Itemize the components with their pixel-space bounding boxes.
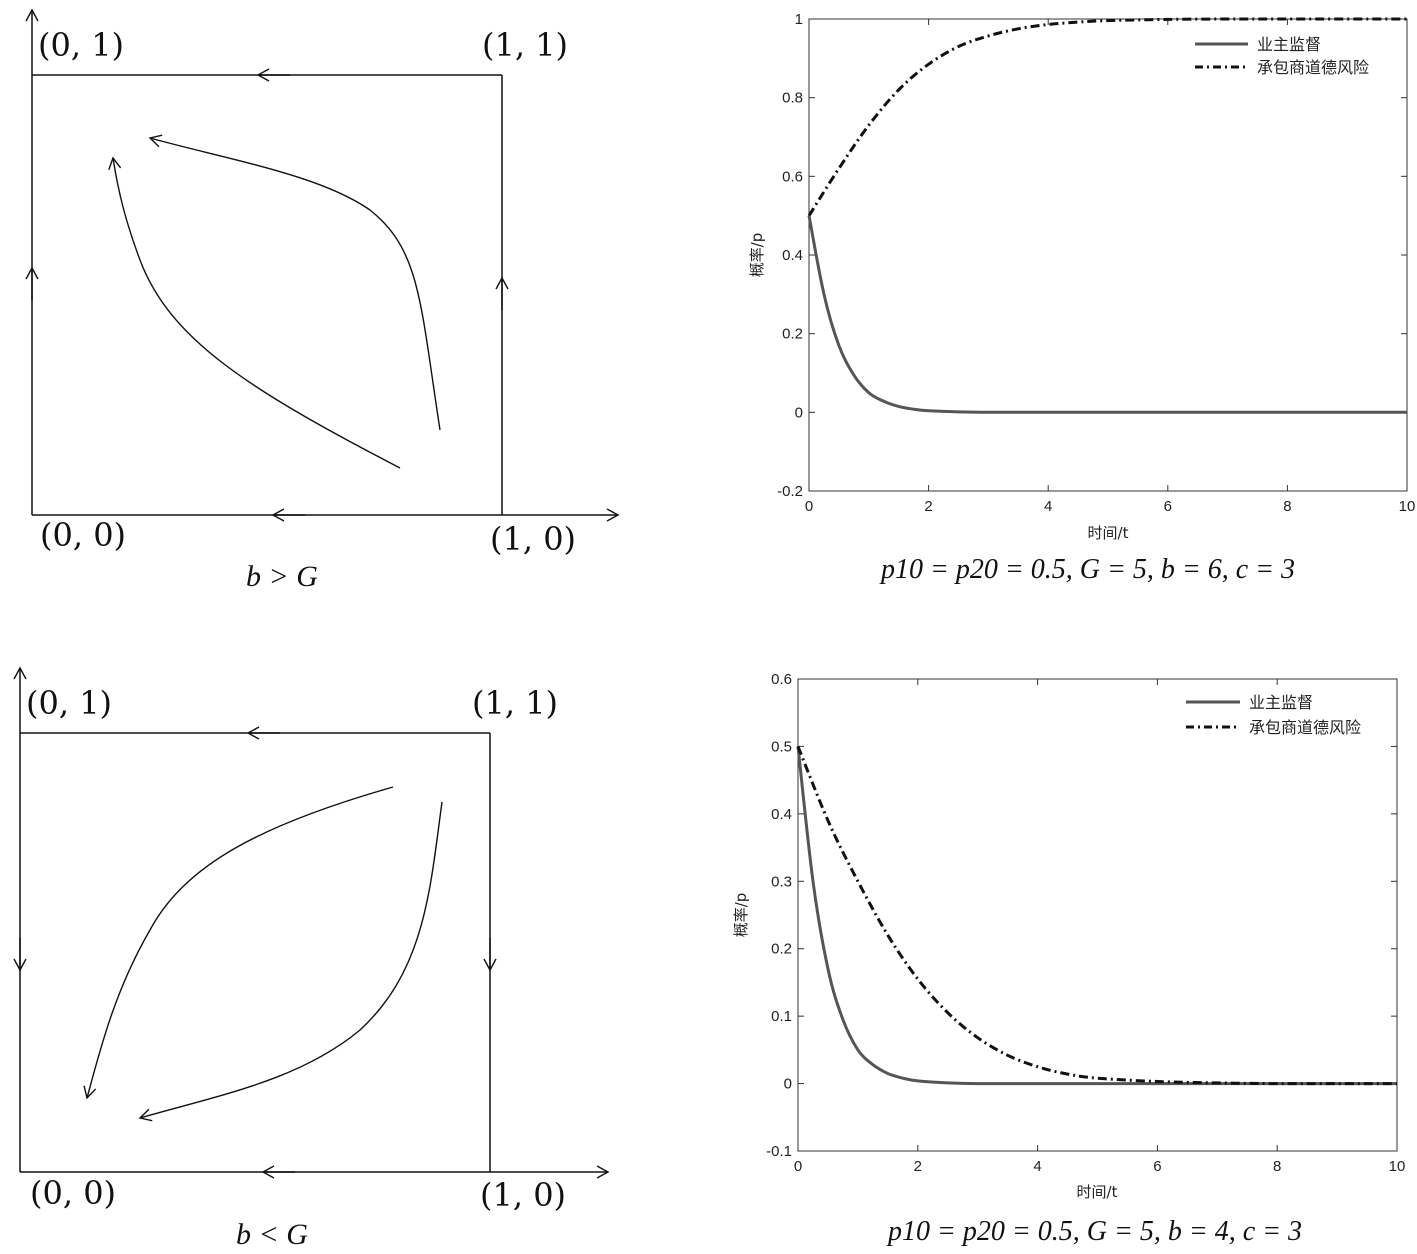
label-0-0: (0, 0) <box>40 516 126 554</box>
x-tick-label: 2 <box>914 1158 922 1175</box>
y-tick-label: 0.6 <box>771 671 792 688</box>
trajectory-curve-1 <box>83 786 394 1100</box>
x-tick-label: 6 <box>1164 498 1172 515</box>
phase-diagram-bottom: (0, 1) (1, 1) (0, 0) (1, 0) b < G <box>0 650 660 1251</box>
legend: 业主监督 承包商道德风险 <box>1186 693 1361 737</box>
parameter-caption: p10 = p20 = 0.5, G = 5, b = 6, c = 3 <box>879 554 1295 585</box>
phase-diagram-top-svg: (0, 1) (1, 1) (0, 0) (1, 0) b > G <box>25 8 620 593</box>
label-1-0: (1, 0) <box>480 1176 566 1214</box>
x-axis-label: 时间/t <box>1077 1183 1118 1201</box>
legend-label-1: 业主监督 <box>1257 35 1321 54</box>
x-tick-label: 2 <box>924 498 932 515</box>
y-tick-label: 0.8 <box>782 90 803 107</box>
x-tick-label: 8 <box>1283 498 1291 515</box>
x-axis-label: 时间/t <box>1088 524 1129 542</box>
label-0-1: (0, 1) <box>26 684 112 722</box>
series-line-1 <box>796 746 1397 1086</box>
x-tick-label: 0 <box>794 1158 802 1175</box>
y-axis-label: 概率/p <box>732 893 750 938</box>
trajectory-curve-2 <box>138 801 443 1122</box>
x-tick-label: 10 <box>1399 498 1416 515</box>
legend-label-2: 承包商道德风险 <box>1257 58 1369 77</box>
line-chart-bottom-svg: 0 2 4 6 8 10-0.100.10.20.30.40.50.6 业主监督 承包商道… <box>732 671 1406 1247</box>
y-tick-label: 0.2 <box>782 326 803 343</box>
series-line-2 <box>796 745 1398 1086</box>
y-tick-label: 0.3 <box>771 873 792 890</box>
line-chart-top: 0 2 4 6 8 10 -0.2 0 0.2 0.4 0.6 0.8 1 业主监督 承包商道德风险 时… <box>700 0 1417 600</box>
y-tick-label: 0.6 <box>782 168 803 185</box>
y-tick-label: 0.2 <box>771 941 792 958</box>
series-line-1 <box>807 215 1407 414</box>
phase-caption: b > G <box>246 560 318 593</box>
phase-diagram-bottom-svg: (0, 1) (1, 1) (0, 0) (1, 0) b < G <box>13 666 610 1251</box>
x-tick-label: 4 <box>1044 498 1052 515</box>
y-tick-label: 0.4 <box>771 806 792 823</box>
y-tick-label: 0.4 <box>782 247 803 264</box>
line-chart-top-svg: 0 2 4 6 8 10-0.200.20.40.60.81 业主监督 承包商道德风险 时… <box>748 11 1416 585</box>
series-line-2 <box>807 17 1407 217</box>
x-tick-label: 6 <box>1153 1158 1161 1175</box>
x-tick-label: 0 <box>805 498 813 515</box>
trajectory-curve-1 <box>108 156 401 469</box>
parameter-caption: p10 = p20 = 0.5, G = 5, b = 4, c = 3 <box>886 1216 1302 1247</box>
legend-label-1: 业主监督 <box>1249 693 1313 712</box>
line-chart-bottom: 0 2 4 6 8 10 -0.1 0 0.1 0.2 0.3 0.4 0.5 0.6 业主监督 承包商道… <box>700 660 1417 1254</box>
label-0-1: (0, 1) <box>38 26 124 64</box>
label-1-0: (1, 0) <box>490 520 576 558</box>
label-1-1: (1, 1) <box>472 684 558 722</box>
legend: 业主监督 承包商道德风险 <box>1195 35 1369 77</box>
y-tick-label: -0.1 <box>766 1143 792 1160</box>
label-1-1: (1, 1) <box>482 26 568 64</box>
plot-area <box>797 678 1398 1152</box>
y-tick-label: 0.5 <box>771 738 792 755</box>
y-tick-label: 0 <box>784 1076 792 1093</box>
y-tick-label: 0.1 <box>771 1008 792 1025</box>
phase-caption: b < G <box>236 1218 308 1251</box>
trajectory-curve-2 <box>148 134 441 431</box>
y-tick-label: 1 <box>795 11 803 28</box>
y-axis-label: 概率/p <box>748 233 766 278</box>
x-tick-label: 4 <box>1033 1158 1041 1175</box>
y-tick-label: 0 <box>795 404 803 421</box>
phase-diagram-top: (0, 1) (1, 1) (0, 0) (1, 0) b > G <box>0 0 660 610</box>
x-tick-label: 8 <box>1273 1158 1281 1175</box>
x-tick-label: 10 <box>1389 1158 1406 1175</box>
y-tick-label: -0.2 <box>777 483 803 500</box>
legend-label-2: 承包商道德风险 <box>1249 718 1361 737</box>
label-0-0: (0, 0) <box>30 1174 116 1212</box>
